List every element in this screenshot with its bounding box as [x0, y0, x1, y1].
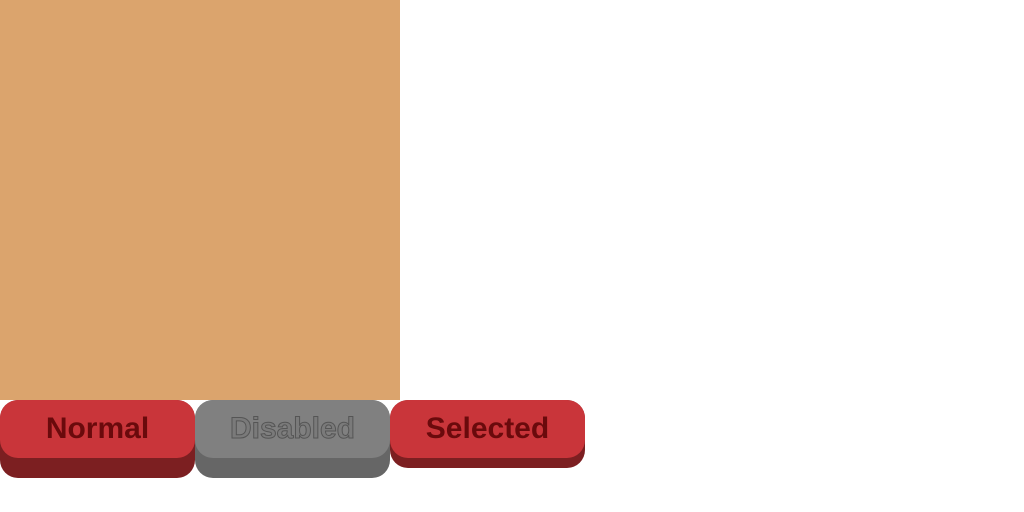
- normal-button-label: Normal: [45, 412, 150, 445]
- disabled-button: Disabled: [195, 400, 390, 478]
- selected-button-face: Selected: [390, 400, 585, 458]
- normal-button[interactable]: Normal: [0, 400, 195, 478]
- disabled-button-face: Disabled: [195, 400, 390, 458]
- canvas-panel: [0, 0, 400, 400]
- selected-button[interactable]: Selected: [390, 400, 585, 468]
- normal-button-face: Normal: [0, 400, 195, 458]
- selected-button-label: Selected: [425, 412, 550, 445]
- disabled-button-label: Disabled: [229, 412, 356, 446]
